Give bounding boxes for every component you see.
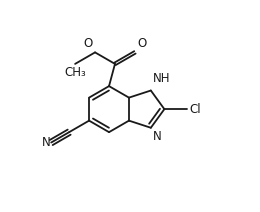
Text: O: O [137,37,146,50]
Text: Cl: Cl [190,103,201,116]
Text: NH: NH [153,72,171,85]
Text: N: N [41,136,50,149]
Text: CH₃: CH₃ [64,66,86,79]
Text: N: N [153,130,162,143]
Text: O: O [84,37,93,50]
